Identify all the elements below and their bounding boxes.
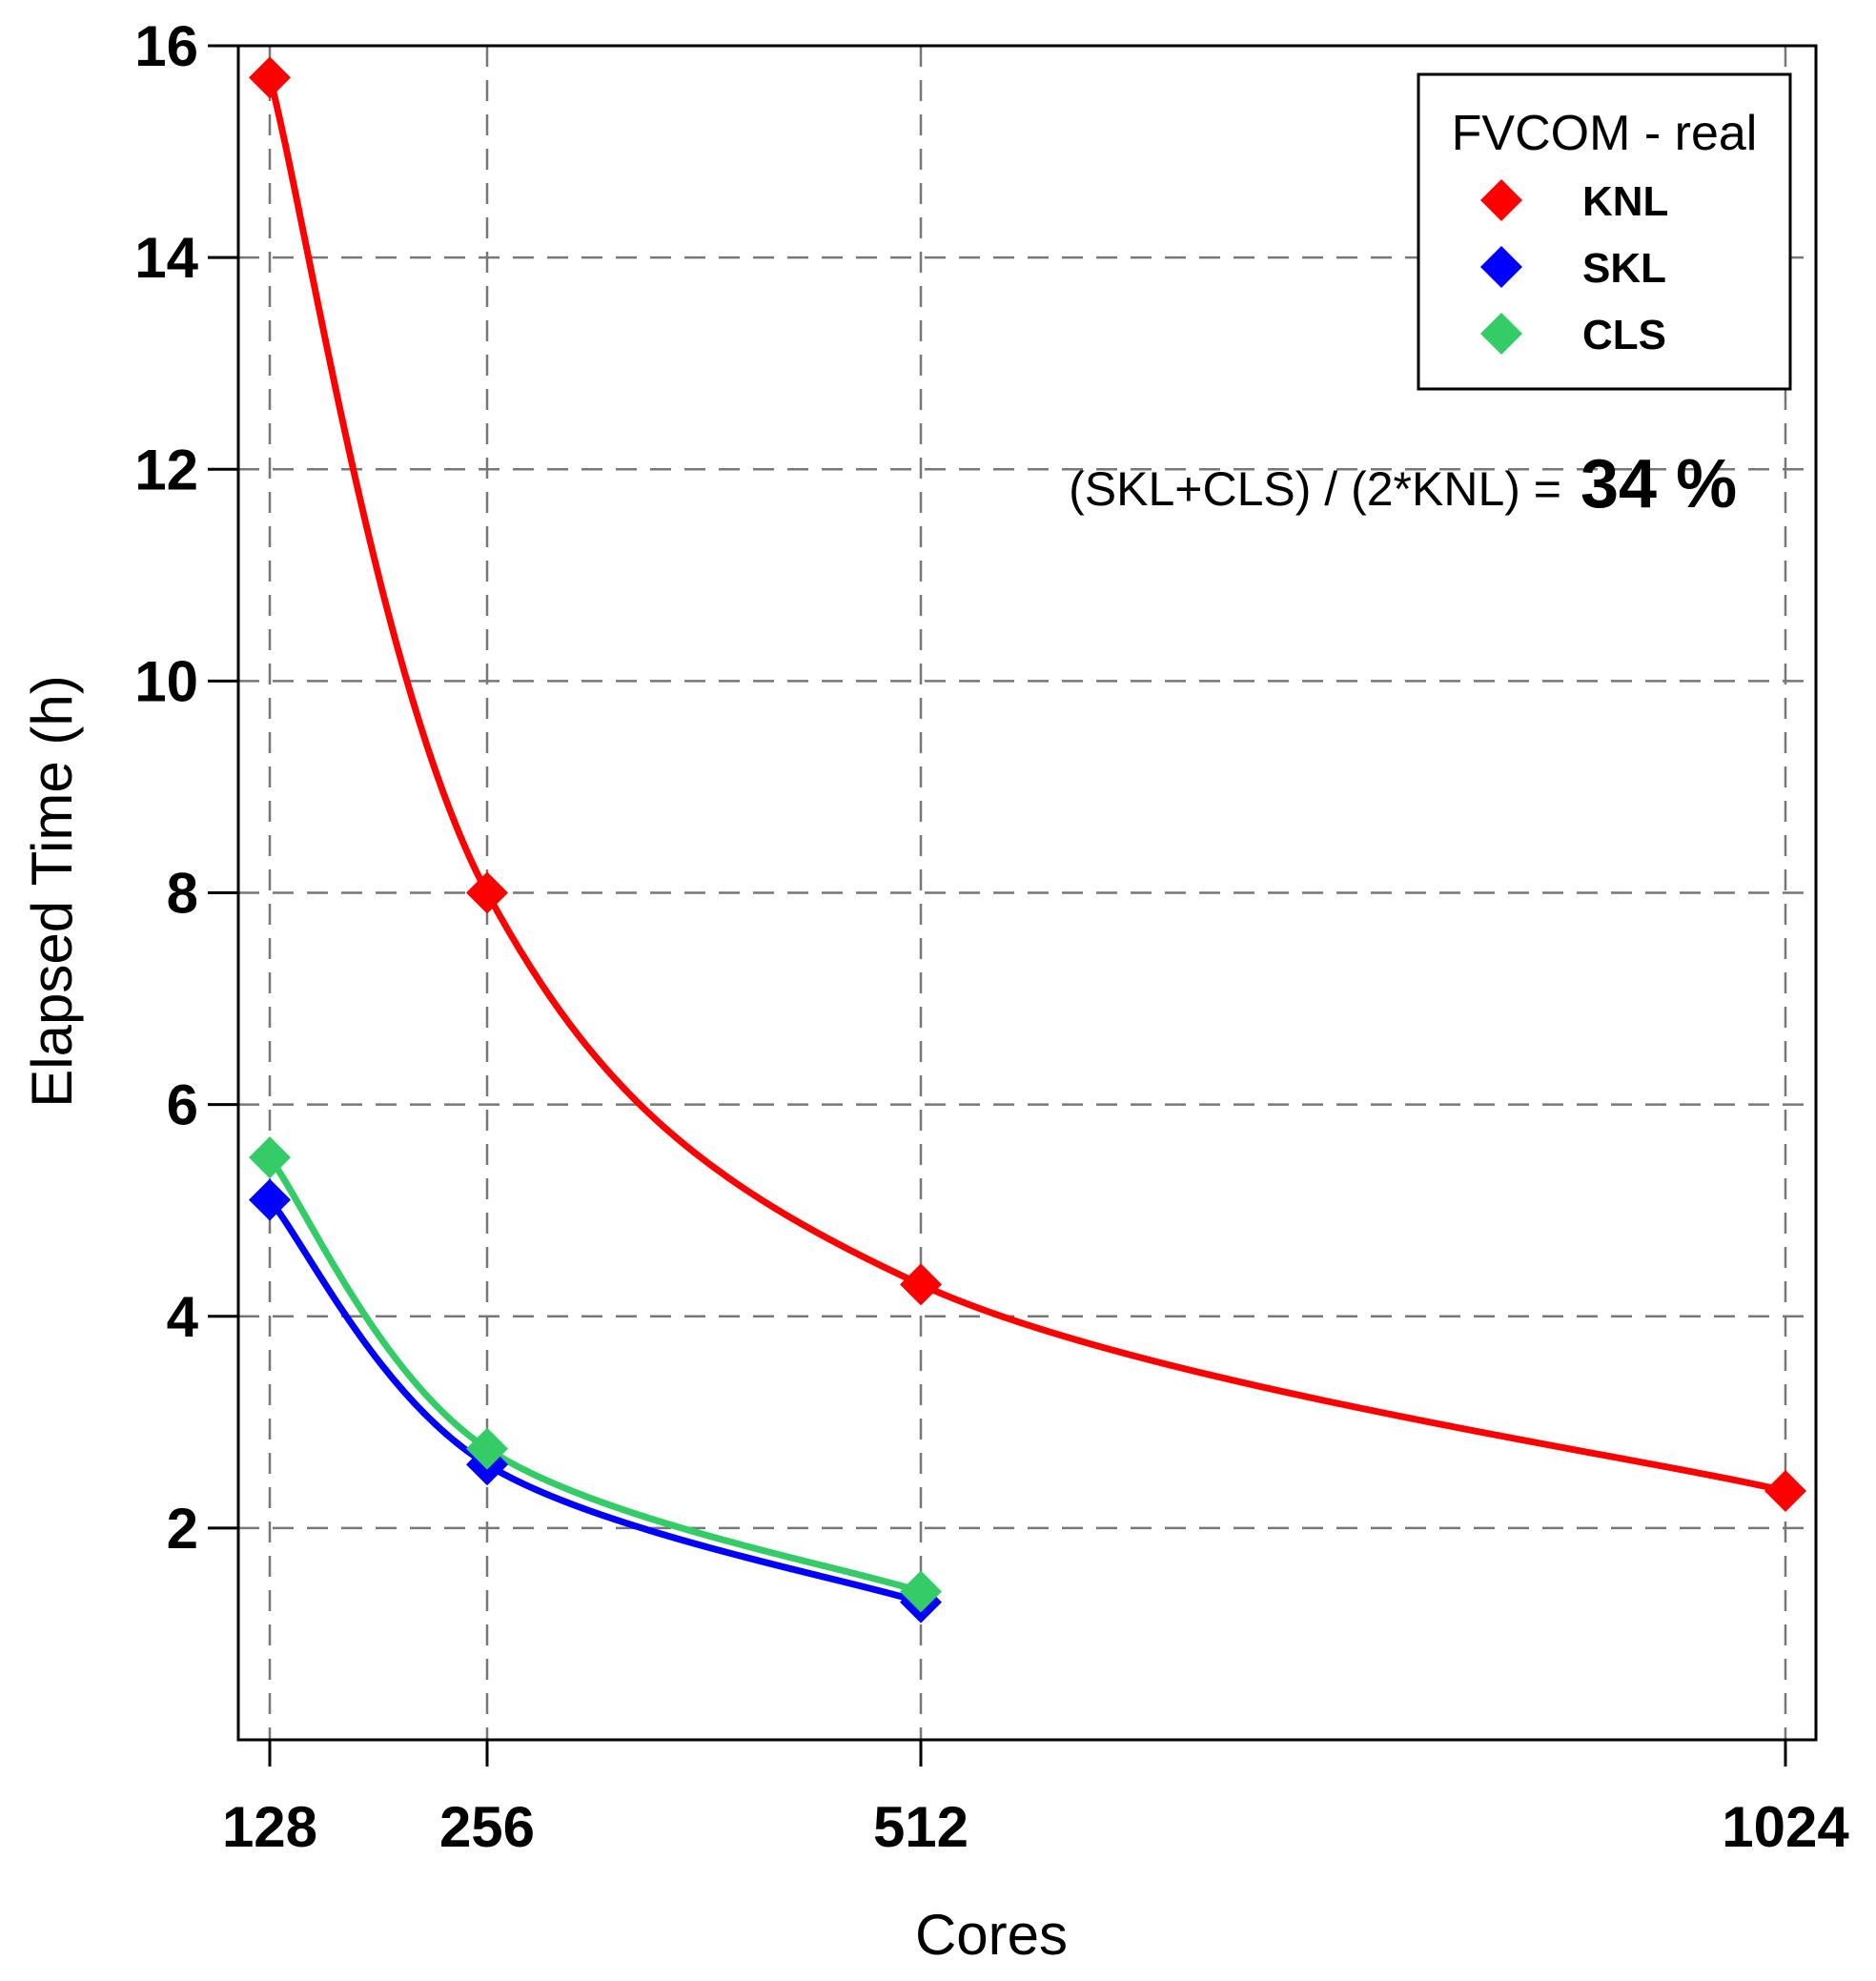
data-point-cls bbox=[466, 1427, 508, 1470]
y-axis-title: Elapsed Time (h) bbox=[20, 675, 84, 1108]
data-point-skl bbox=[249, 1178, 291, 1221]
x-tick-label: 512 bbox=[873, 1795, 969, 1859]
x-tick-label: 256 bbox=[439, 1795, 535, 1859]
legend-label-knl: KNL bbox=[1582, 178, 1668, 225]
x-tick-label: 128 bbox=[222, 1795, 317, 1859]
y-tick-label: 10 bbox=[134, 649, 198, 713]
y-tick-label: 8 bbox=[167, 862, 198, 926]
y-tick-label: 4 bbox=[167, 1285, 199, 1349]
legend-marker-knl bbox=[1480, 179, 1522, 221]
data-point-knl bbox=[466, 871, 508, 914]
data-point-cls bbox=[249, 1136, 291, 1179]
legend: FVCOM - real KNL SKL CLS bbox=[1417, 72, 1792, 391]
legend-marker-skl bbox=[1480, 246, 1522, 288]
series-line-skl bbox=[266, 1196, 925, 1606]
legend-title: FVCOM - real bbox=[1452, 106, 1758, 161]
data-point-knl bbox=[900, 1263, 942, 1306]
series-line-cls bbox=[266, 1154, 925, 1596]
legend-label-cls: CLS bbox=[1582, 312, 1666, 358]
y-tick-label: 14 bbox=[134, 226, 198, 290]
legend-box bbox=[1417, 72, 1792, 391]
ratio-value: 34 % bbox=[1580, 446, 1737, 522]
x-tick-label: 1024 bbox=[1722, 1795, 1849, 1859]
annotation: (SKL+CLS) / (2*KNL) = 34 % bbox=[1069, 446, 1737, 522]
y-tick-label: 16 bbox=[134, 14, 198, 78]
data-point-knl bbox=[1764, 1470, 1806, 1513]
legend-label-skl: SKL bbox=[1582, 245, 1666, 292]
y-tick-label: 2 bbox=[167, 1497, 198, 1561]
x-axis-title: Cores bbox=[915, 1903, 1068, 1967]
y-tick-label: 12 bbox=[134, 438, 198, 501]
legend-marker-cls bbox=[1480, 313, 1522, 355]
data-point-knl bbox=[249, 56, 291, 99]
ratio-formula: (SKL+CLS) / (2*KNL) = bbox=[1069, 462, 1561, 516]
series-line-knl bbox=[266, 73, 1789, 1495]
series-markers bbox=[249, 56, 1806, 1624]
data-point-cls bbox=[900, 1570, 942, 1613]
axes: 2 4 6 8 10 12 14 16 128 256 512 1024 Cores Elapsed Ti… bbox=[20, 14, 1849, 1967]
y-tick-label: 6 bbox=[167, 1073, 198, 1137]
